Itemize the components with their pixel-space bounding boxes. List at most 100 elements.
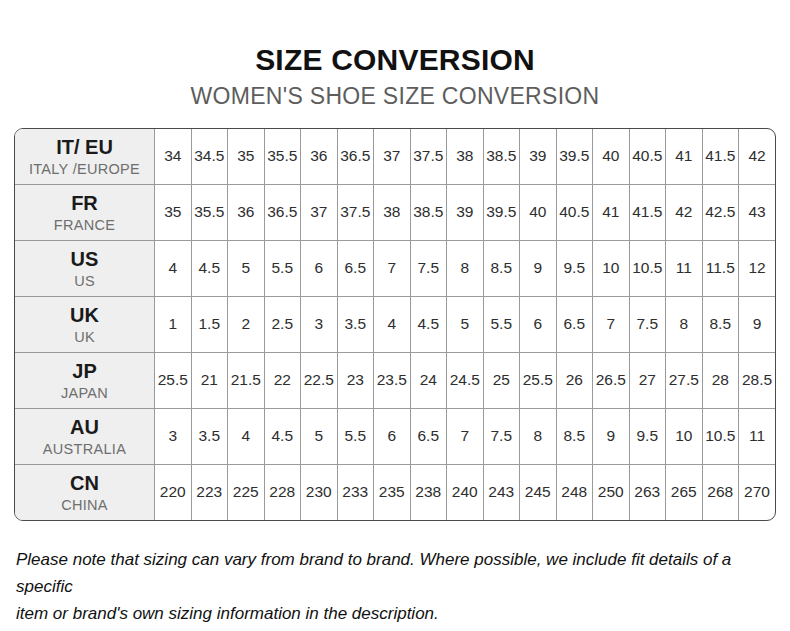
size-cell: 7: [447, 408, 484, 464]
size-cell: 4: [155, 240, 192, 296]
size-cell: 3.5: [337, 296, 374, 352]
size-cell: 37.5: [410, 129, 447, 185]
size-cell: 38: [447, 129, 484, 185]
size-cell: 37: [374, 129, 411, 185]
size-cell: 268: [702, 464, 739, 520]
size-cell: 6.5: [337, 240, 374, 296]
row-header: UK UK: [15, 296, 155, 352]
size-cell: 40: [520, 184, 557, 240]
size-cell: 34: [155, 129, 192, 185]
size-cell: 8: [520, 408, 557, 464]
size-cell: 36.5: [264, 184, 301, 240]
size-cell: 37.5: [337, 184, 374, 240]
size-cell: 26: [556, 352, 593, 408]
table-row-jp: JPJAPAN25.52121.52222.52323.52424.52525.…: [15, 352, 775, 408]
size-cell: 41: [593, 184, 630, 240]
size-cell: 21.5: [228, 352, 265, 408]
size-cell: 42: [666, 184, 703, 240]
page-subtitle: WOMEN'S SHOE SIZE CONVERSION: [0, 84, 790, 108]
size-cell: 4.5: [410, 296, 447, 352]
size-cell: 23.5: [374, 352, 411, 408]
size-table-body: IT/ EUITALY /EUROPE3434.53535.53636.5373…: [15, 129, 775, 520]
size-cell: 39.5: [483, 184, 520, 240]
row-header-code: FR: [15, 192, 154, 215]
size-cell: 27: [629, 352, 666, 408]
size-cell: 40.5: [629, 129, 666, 185]
row-header: USUS: [15, 240, 155, 296]
size-cell: 10.5: [629, 240, 666, 296]
row-header-region: AUSTRALIA: [15, 441, 154, 457]
size-cell: 41: [666, 129, 703, 185]
row-header-code: CN: [15, 472, 154, 495]
size-cell: 5.5: [337, 408, 374, 464]
size-cell: 25.5: [520, 352, 557, 408]
size-cell: 23: [337, 352, 374, 408]
size-cell: 9: [593, 408, 630, 464]
size-cell: 27.5: [666, 352, 703, 408]
size-cell: 5: [447, 296, 484, 352]
table-row-fr: FRFRANCE3535.53636.53737.53838.53939.540…: [15, 184, 775, 240]
size-cell: 26.5: [593, 352, 630, 408]
size-cell: 39: [520, 129, 557, 185]
size-cell: 21: [191, 352, 228, 408]
size-cell: 8: [666, 296, 703, 352]
row-header-region: UK: [15, 329, 154, 345]
size-cell: 230: [301, 464, 338, 520]
size-cell: 42: [739, 129, 776, 185]
size-cell: 8.5: [483, 240, 520, 296]
size-cell: 24: [410, 352, 447, 408]
size-cell: 35.5: [191, 184, 228, 240]
size-cell: 4: [228, 408, 265, 464]
size-cell: 6.5: [410, 408, 447, 464]
size-cell: 4.5: [191, 240, 228, 296]
row-header-code: US: [15, 248, 154, 271]
row-header-region: CHINA: [15, 497, 154, 513]
size-cell: 12: [739, 240, 776, 296]
size-cell: 3: [155, 408, 192, 464]
size-cell: 228: [264, 464, 301, 520]
size-cell: 11.5: [702, 240, 739, 296]
row-header-code: AU: [15, 416, 154, 439]
size-cell: 4: [374, 296, 411, 352]
row-header-code: JP: [15, 360, 154, 383]
size-cell: 7.5: [629, 296, 666, 352]
page-title: SIZE CONVERSION: [0, 44, 790, 76]
size-cell: 243: [483, 464, 520, 520]
size-cell: 42.5: [702, 184, 739, 240]
size-cell: 9.5: [556, 240, 593, 296]
row-header: FRFRANCE: [15, 184, 155, 240]
size-cell: 240: [447, 464, 484, 520]
size-cell: 250: [593, 464, 630, 520]
size-cell: 223: [191, 464, 228, 520]
size-cell: 10: [593, 240, 630, 296]
row-header-region: ITALY /EUROPE: [15, 161, 154, 177]
size-cell: 263: [629, 464, 666, 520]
table-row-us: USUS44.555.566.577.588.599.51010.51111.5…: [15, 240, 775, 296]
size-cell: 38: [374, 184, 411, 240]
size-cell: 25: [483, 352, 520, 408]
size-cell: 11: [666, 240, 703, 296]
size-cell: 36.5: [337, 129, 374, 185]
size-conversion-page: SIZE CONVERSION WOMEN'S SHOE SIZE CONVER…: [0, 44, 790, 627]
size-cell: 6: [374, 408, 411, 464]
size-cell: 235: [374, 464, 411, 520]
size-cell: 41.5: [702, 129, 739, 185]
size-cell: 5: [301, 408, 338, 464]
size-cell: 43: [739, 184, 776, 240]
size-cell: 7: [593, 296, 630, 352]
size-cell: 6: [520, 296, 557, 352]
row-header-code: UK: [15, 304, 154, 327]
size-cell: 238: [410, 464, 447, 520]
size-cell: 8.5: [556, 408, 593, 464]
size-cell: 39: [447, 184, 484, 240]
size-cell: 35: [155, 184, 192, 240]
size-cell: 233: [337, 464, 374, 520]
size-table: IT/ EUITALY /EUROPE3434.53535.53636.5373…: [15, 129, 775, 520]
size-cell: 37: [301, 184, 338, 240]
table-row-cn: CNCHINA220223225228230233235238240243245…: [15, 464, 775, 520]
size-cell: 6: [301, 240, 338, 296]
size-cell: 22: [264, 352, 301, 408]
size-cell: 41.5: [629, 184, 666, 240]
size-cell: 25.5: [155, 352, 192, 408]
size-cell: 7.5: [410, 240, 447, 296]
